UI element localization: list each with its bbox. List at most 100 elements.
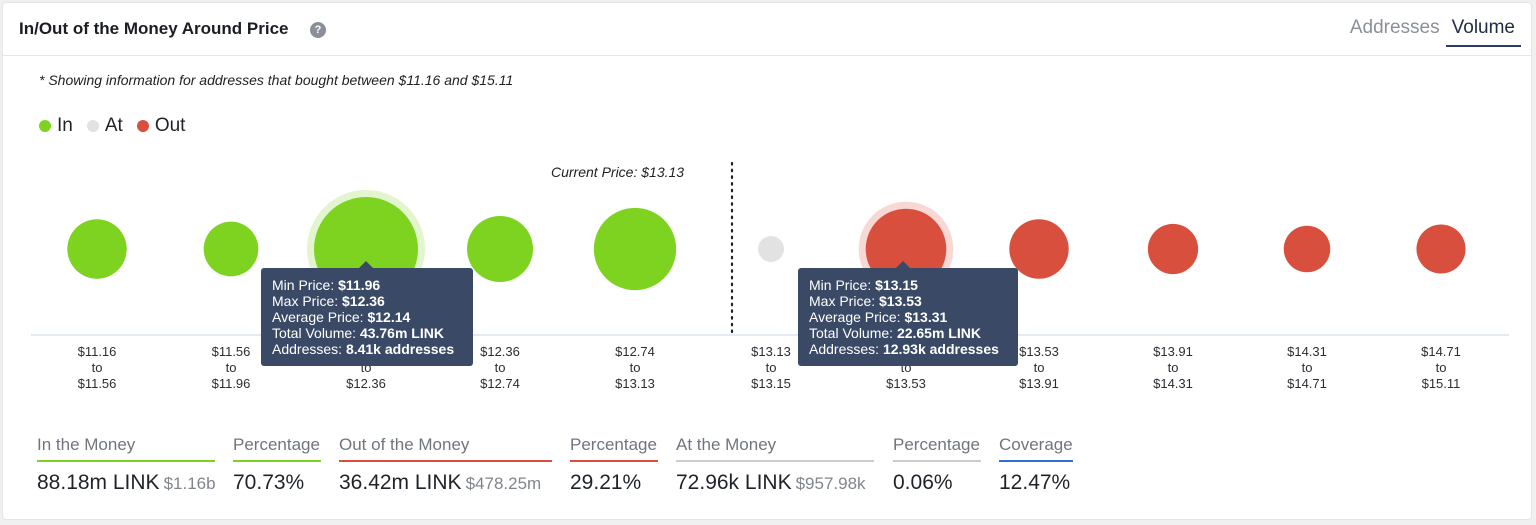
tooltip-line-value: 12.93k addresses [882, 341, 999, 357]
range-price: $11.56 [211, 344, 251, 359]
tab-addresses[interactable]: Addresses [1349, 17, 1440, 38]
bubble-in-3[interactable] [466, 215, 534, 283]
stat-value-text: 29.21% [570, 471, 642, 494]
stat-sub-value: $957.98k [795, 474, 866, 493]
range-price: $13.91 [1153, 344, 1193, 359]
range-price: $12.36 [480, 344, 520, 359]
tooltip-line-label: Max Price: [272, 293, 343, 309]
current-price-label: Current Price: $13.13 [551, 164, 685, 180]
tooltip-line: Average Price: $13.31 [809, 309, 1007, 325]
chart-legend: In At Out [39, 115, 185, 137]
tooltip-line: Addresses: 8.41k addresses [272, 341, 462, 357]
bubble-out-7[interactable] [1009, 219, 1069, 279]
bubble-out-9[interactable] [1283, 225, 1331, 273]
stat-value-text: 0.06% [893, 471, 953, 494]
range-connector: to [1435, 360, 1447, 375]
range-connector: to [494, 360, 506, 375]
tooltip-line: Min Price: $11.96 [272, 277, 462, 293]
stat-label: Percentage [233, 435, 321, 462]
range-price: $15.11 [1421, 376, 1461, 391]
stat-label: Percentage [893, 435, 981, 462]
stat-label: Out of the Money [339, 435, 552, 462]
range-connector: to [1167, 360, 1179, 375]
stat-value-text: 72.96k LINK [676, 471, 792, 494]
bubble-in-0[interactable] [67, 219, 127, 279]
range-price: $13.13 [615, 376, 655, 391]
range-price: $11.16 [77, 344, 117, 359]
stat-sub-value: $1.16b [163, 474, 216, 493]
tooltip-line-label: Min Price: [809, 277, 876, 293]
tab-volume[interactable]: Volume [1445, 17, 1521, 47]
tooltip-line-value: $11.96 [338, 277, 381, 293]
tooltip-line-label: Addresses: [272, 341, 346, 357]
view-tabs: Addresses Volume [1344, 17, 1521, 47]
stat-value: 36.42m LINK $478.25m [339, 471, 552, 495]
range-connector: to [360, 360, 372, 375]
range-label-10: $14.71 to $15.11 [1396, 344, 1486, 392]
range-price: $12.36 [346, 376, 386, 391]
legend-item-out[interactable]: Out [136, 115, 186, 137]
legend-dot-out [136, 120, 149, 132]
range-connector: to [225, 360, 237, 375]
range-label-8: $13.91 to $14.31 [1128, 344, 1218, 392]
range-label-9: $14.31 to $14.71 [1262, 344, 1352, 392]
range-connector: to [91, 360, 103, 375]
range-label-3: $12.36 to $12.74 [455, 344, 545, 392]
range-connector: to [629, 360, 641, 375]
stat-value-text: 88.18m LINK [37, 471, 160, 494]
legend-item-in[interactable]: In [39, 115, 73, 137]
stat-sub-value: $478.25m [465, 474, 542, 493]
range-connector: to [1033, 360, 1045, 375]
tooltip-line: Min Price: $13.15 [809, 277, 1007, 293]
stat-in-the-money: In the Money 88.18m LINK $1.16b [37, 435, 216, 495]
tooltip-line-value: $13.31 [904, 309, 948, 325]
range-price: $13.15 [751, 376, 791, 391]
bubble-at-5[interactable] [758, 236, 784, 262]
stat-value: 88.18m LINK $1.16b [37, 471, 216, 495]
legend-label-out: Out [154, 115, 186, 136]
tooltip-line-label: Addresses: [809, 341, 883, 357]
tooltip-line-label: Max Price: [809, 293, 880, 309]
tooltip-out-bubble: Min Price: $13.15 Max Price: $13.53 Averag… [798, 261, 1018, 366]
stat-label: In the Money [37, 435, 215, 462]
stat-at-percentage: Percentage 0.06% [893, 435, 981, 495]
range-price: $11.56 [77, 376, 117, 391]
tooltip-line: Total Volume: 22.65m LINK [809, 325, 1007, 341]
tooltip-line: Max Price: $12.36 [272, 293, 462, 309]
stat-label: Percentage [570, 435, 658, 462]
stat-at-the-money: At the Money 72.96k LINK $957.98k [676, 435, 874, 495]
tooltip-line: Average Price: $12.14 [272, 309, 462, 325]
range-price: $14.71 [1421, 344, 1461, 359]
stat-value-text: 70.73% [233, 471, 305, 494]
legend-item-at[interactable]: At [86, 115, 123, 137]
help-icon[interactable]: ? [310, 22, 326, 38]
range-note: * Showing information for addresses that… [39, 72, 514, 88]
tooltip-line: Addresses: 12.93k addresses [809, 341, 1007, 357]
stat-coverage: Coverage 12.47% [999, 435, 1073, 495]
bubble-in-4[interactable] [593, 207, 677, 291]
range-label-1: $11.56 to $11.96 [186, 344, 276, 392]
range-connector: to [765, 360, 777, 375]
stat-out-percentage: Percentage 29.21% [570, 435, 658, 495]
range-label-7: $13.53 to $13.91 [994, 344, 1084, 392]
range-connector: to [1301, 360, 1313, 375]
stat-label: At the Money [676, 435, 874, 462]
range-price: $13.13 [751, 344, 791, 359]
range-connector: to [900, 360, 912, 375]
tooltip-line-value: $12.36 [342, 293, 385, 309]
legend-dot-in [39, 120, 51, 132]
stat-value-text: 12.47% [999, 471, 1071, 494]
range-price: $13.53 [1019, 344, 1059, 359]
tooltip-line-value: $13.15 [875, 277, 918, 293]
bubble-in-1[interactable] [203, 221, 259, 277]
bubble-out-8[interactable] [1147, 223, 1199, 275]
tooltip-line-label: Average Price: [809, 309, 905, 325]
tooltip-line-value: 22.65m LINK [896, 325, 981, 341]
range-price: $12.74 [615, 344, 655, 359]
tooltip-in-bubble: Min Price: $11.96 Max Price: $12.36 Averag… [261, 261, 473, 366]
tooltip-line-value: 8.41k addresses [345, 341, 455, 357]
range-price: $11.96 [211, 376, 251, 391]
legend-label-in: In [57, 115, 73, 136]
bubble-out-10[interactable] [1416, 224, 1466, 274]
